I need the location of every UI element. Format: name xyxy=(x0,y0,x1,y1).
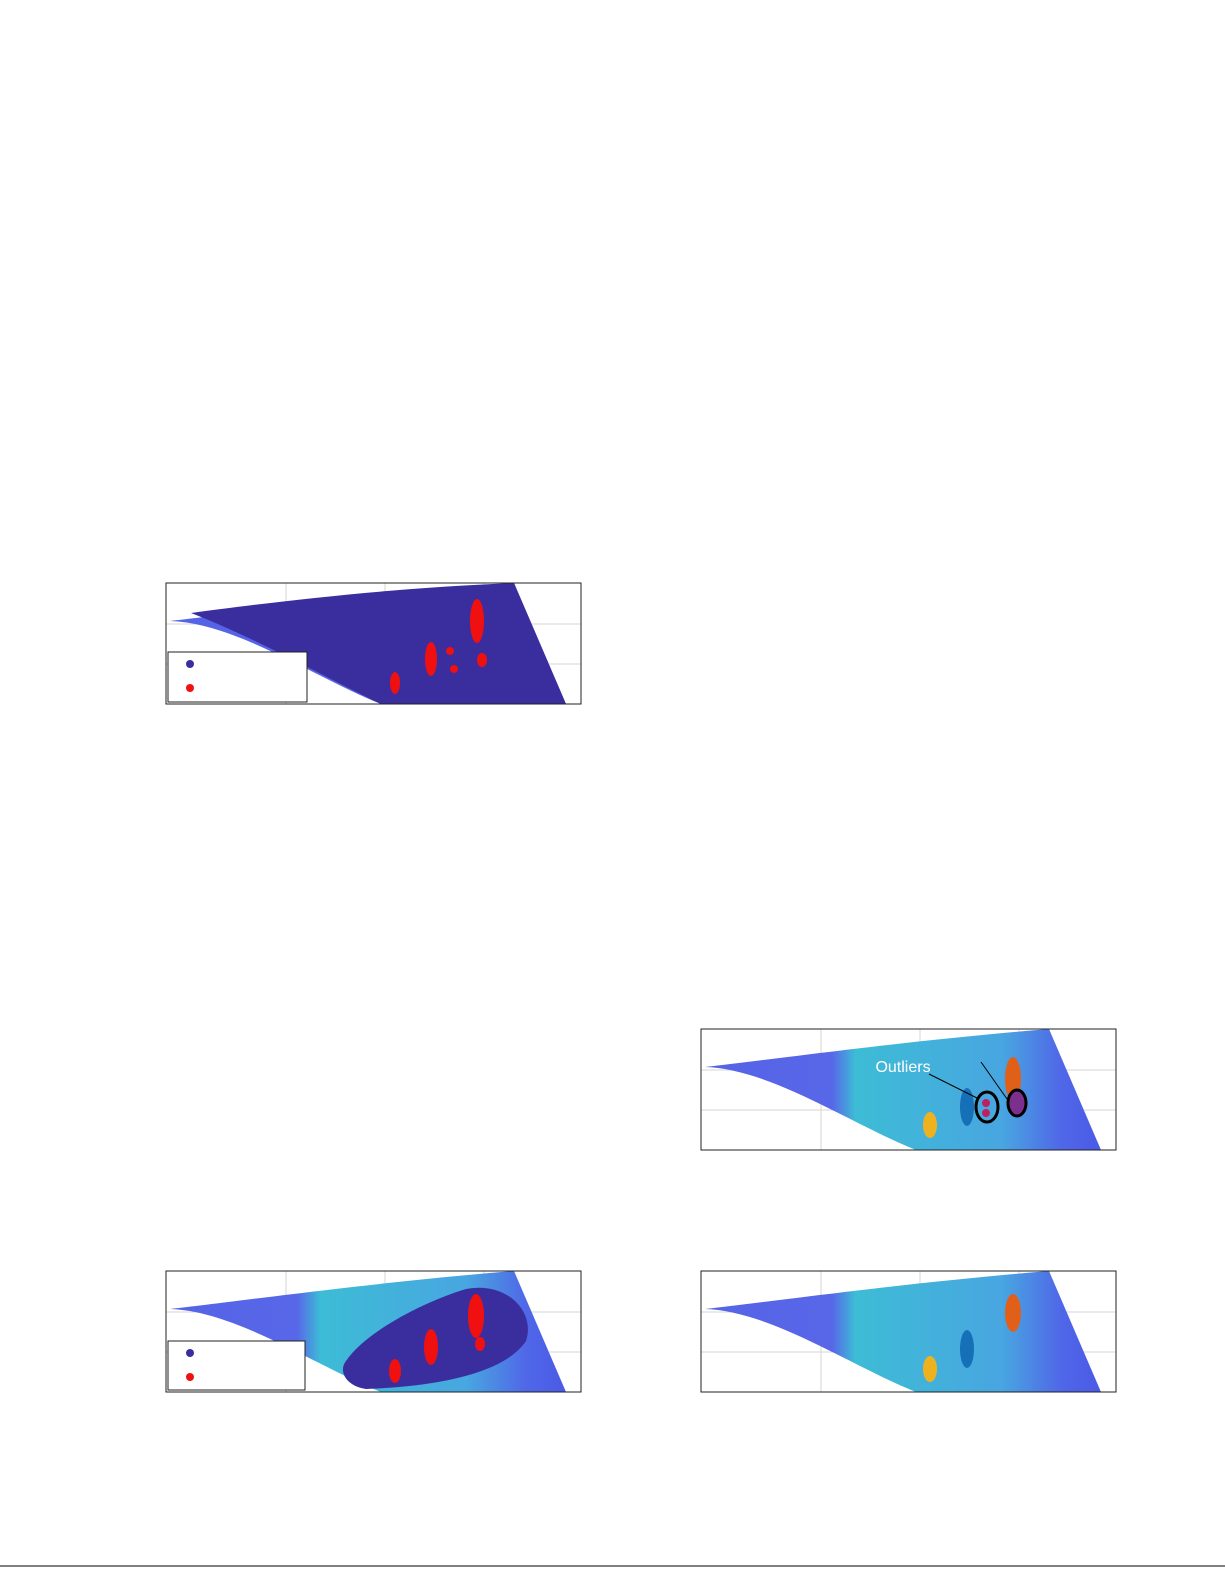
panel-4 xyxy=(700,1270,1117,1393)
cluster xyxy=(470,599,484,643)
legend-marker xyxy=(186,660,194,668)
cluster xyxy=(389,1359,401,1383)
cluster xyxy=(923,1356,937,1382)
panel-2: Outliers xyxy=(700,1028,1117,1151)
cluster xyxy=(475,1337,485,1351)
surface xyxy=(705,1271,1101,1392)
axes-frame xyxy=(165,582,582,705)
cluster xyxy=(960,1088,974,1126)
cluster xyxy=(425,642,437,676)
cluster xyxy=(923,1112,937,1138)
outlier-ring xyxy=(974,1090,1000,1124)
cluster xyxy=(1005,1294,1021,1332)
annotation: Outliers xyxy=(875,1059,930,1076)
cluster xyxy=(424,1329,438,1365)
panel-1 xyxy=(165,582,582,705)
outlier xyxy=(982,1109,990,1117)
arrow xyxy=(980,1061,1008,1100)
axes-frame xyxy=(165,1270,582,1393)
legend-marker xyxy=(186,1349,194,1357)
legend xyxy=(167,651,308,703)
axes-frame xyxy=(700,1028,1117,1151)
axes-frame xyxy=(700,1270,1117,1393)
legend xyxy=(167,1340,306,1391)
arrow xyxy=(928,1073,980,1100)
cluster xyxy=(477,653,487,667)
surface xyxy=(705,1029,1101,1150)
legend-marker xyxy=(186,684,194,692)
outlier xyxy=(982,1099,990,1107)
cluster xyxy=(390,672,400,694)
panel-3 xyxy=(165,1270,582,1393)
cluster xyxy=(446,647,454,655)
cluster xyxy=(960,1330,974,1368)
cluster xyxy=(450,665,458,673)
outlier-ring xyxy=(1006,1088,1028,1118)
cluster xyxy=(468,1294,484,1338)
legend-marker xyxy=(186,1373,194,1381)
